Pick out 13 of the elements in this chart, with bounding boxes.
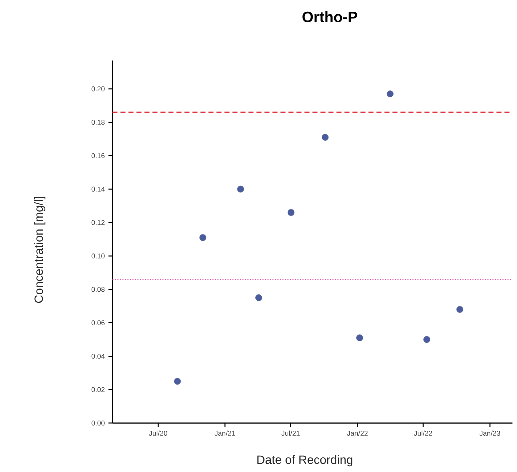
y-axis-title: Concentration [mg/l] <box>34 197 46 304</box>
point <box>256 294 262 302</box>
point <box>456 306 464 314</box>
chart-title: Ortho-P <box>302 11 358 22</box>
point <box>356 334 364 342</box>
point <box>237 186 244 193</box>
point <box>200 234 206 242</box>
point <box>424 336 430 344</box>
point <box>322 134 329 141</box>
x-axis-title: Date of Recording <box>258 455 353 467</box>
point <box>386 90 394 98</box>
point <box>174 378 182 385</box>
point <box>288 209 295 216</box>
